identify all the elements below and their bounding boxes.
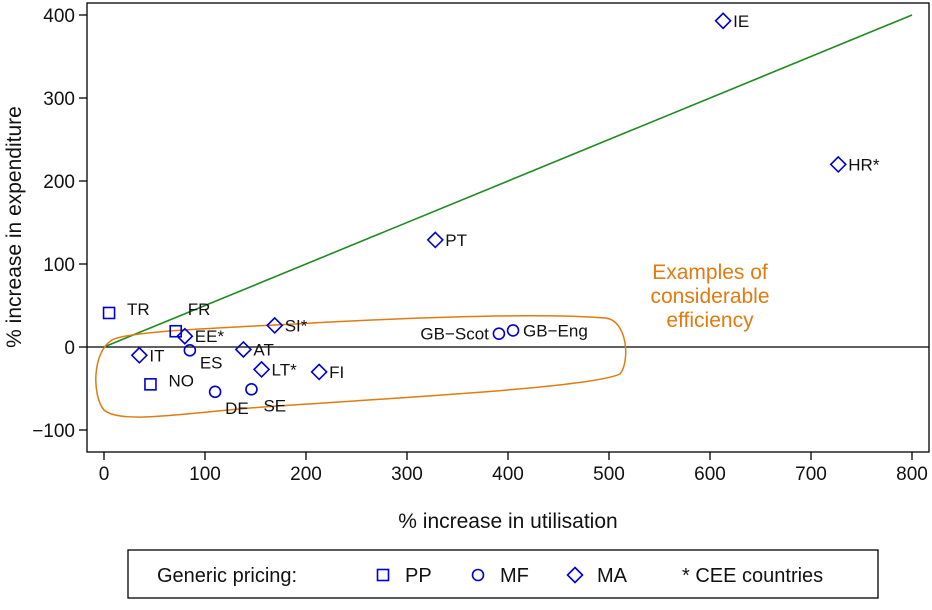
data-point-diamond xyxy=(426,231,444,249)
legend-label: PP xyxy=(405,565,432,587)
data-point-diamond xyxy=(829,155,847,174)
point-label: EE* xyxy=(195,327,225,346)
x-tick-label: 300 xyxy=(391,464,423,485)
legend-title: Generic pricing: xyxy=(157,565,297,587)
x-tick-label: 100 xyxy=(189,464,221,485)
legend-label: MA xyxy=(597,565,628,587)
point-label: NO xyxy=(168,371,194,390)
point-label: FR xyxy=(188,300,211,319)
data-point-circle xyxy=(506,324,520,337)
point-label: HR* xyxy=(848,155,880,174)
data-point-circle xyxy=(245,383,258,396)
data-point-square xyxy=(144,378,157,391)
data-point-diamond xyxy=(714,12,732,30)
legend-note: * CEE countries xyxy=(682,565,823,587)
data-point-circle xyxy=(492,327,506,341)
data-point-diamond xyxy=(130,346,148,364)
x-tick-label: 0 xyxy=(99,464,110,485)
x-tick-label: 500 xyxy=(593,464,625,485)
data-point-circle xyxy=(208,385,222,399)
x-tick-label: 400 xyxy=(492,464,524,485)
legend-label: MF xyxy=(500,565,529,587)
y-tick-label: −100 xyxy=(32,421,75,442)
reference-line xyxy=(103,14,913,348)
legend-diamond-icon xyxy=(566,566,584,584)
x-tick-label: 600 xyxy=(694,464,726,485)
legend-box xyxy=(127,549,879,599)
x-tick-label: 200 xyxy=(290,464,322,485)
annotation-text: considerable xyxy=(650,285,769,308)
annotation-text: efficiency xyxy=(666,309,754,332)
y-tick-label: 400 xyxy=(43,6,75,27)
data-point-diamond xyxy=(266,316,284,335)
x-axis-title: % increase in utilisation xyxy=(398,510,617,533)
point-label: GB−Scot xyxy=(420,325,489,344)
data-point-diamond xyxy=(310,363,328,381)
point-label: ES xyxy=(200,353,223,372)
point-label: FI xyxy=(329,363,344,382)
legend-square-icon xyxy=(376,568,390,582)
efficiency-region-outline xyxy=(95,314,627,418)
point-label: TR xyxy=(127,300,150,319)
y-axis-title: % increase in expenditure xyxy=(3,106,26,348)
point-label: LT* xyxy=(272,360,298,379)
data-point-diamond xyxy=(176,327,194,345)
plot-frame xyxy=(86,2,930,453)
data-point-square xyxy=(102,306,116,320)
data-point-diamond xyxy=(234,340,253,359)
legend-circle-icon xyxy=(471,568,485,582)
y-tick-label: 300 xyxy=(43,89,75,110)
point-label: DE xyxy=(225,399,249,418)
point-label: IE xyxy=(733,12,749,31)
point-label: GB−Eng xyxy=(523,321,588,340)
data-point-circle xyxy=(183,344,197,357)
point-label: IT xyxy=(149,346,164,365)
point-label: SE xyxy=(263,396,286,415)
annotation-text: Examples of xyxy=(652,261,768,284)
point-label: SI* xyxy=(285,316,308,335)
point-label: AT xyxy=(253,340,273,359)
y-tick-label: 0 xyxy=(64,338,75,359)
x-tick-label: 800 xyxy=(896,464,928,485)
y-tick-label: 100 xyxy=(43,255,75,276)
y-tick-label: 200 xyxy=(43,172,75,193)
data-point-diamond xyxy=(252,360,271,379)
point-label: PT xyxy=(445,231,467,250)
x-tick-label: 700 xyxy=(795,464,827,485)
